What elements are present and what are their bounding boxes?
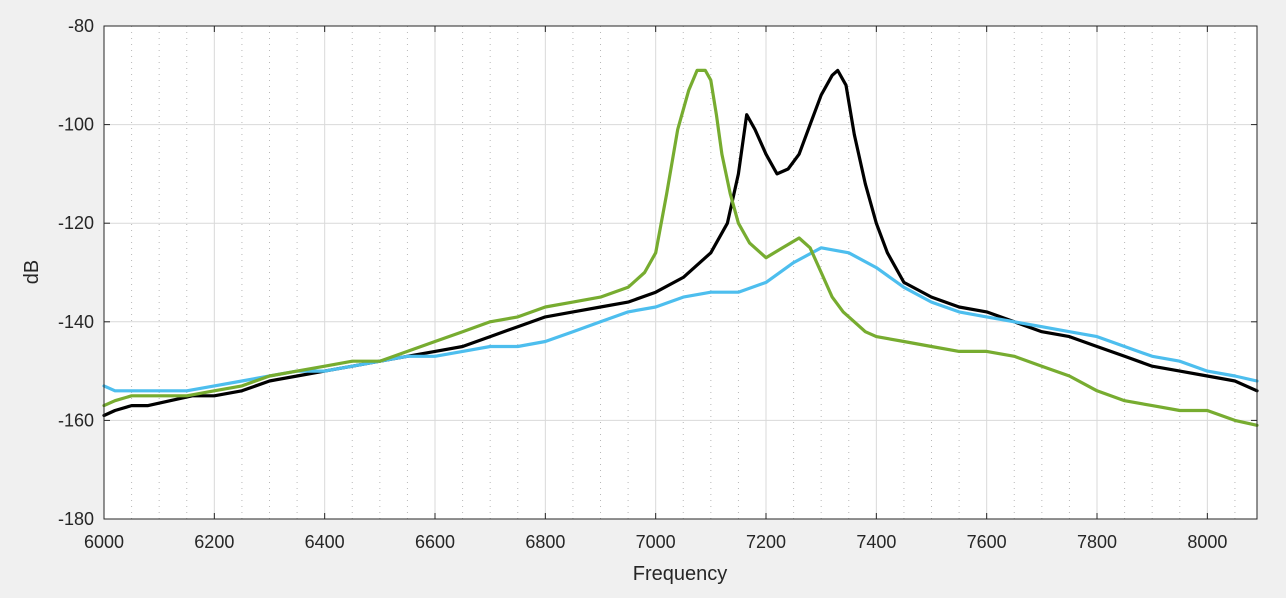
- x-tick-label: 8000: [1187, 532, 1227, 552]
- y-tick-labels: -180 -160 -140 -120 -100 -80: [58, 16, 94, 529]
- series-line-3: [102, 68, 1259, 427]
- y-axis-label: dB: [21, 260, 43, 284]
- x-tick-label: 7600: [967, 532, 1007, 552]
- x-tick-label: 7400: [856, 532, 896, 552]
- x-tick-labels: 6000 6200 6400 6600 6800 7000 7200 7400 7600 7800…: [84, 532, 1227, 552]
- x-tick-label: 6200: [194, 532, 234, 552]
- series-group: [102, 68, 1259, 427]
- x-tick-label: 7200: [746, 532, 786, 552]
- x-tick-label: 7800: [1077, 532, 1117, 552]
- x-axis-label: Frequency: [633, 563, 728, 585]
- y-tick-label: -140: [58, 312, 94, 332]
- y-tick-label: -80: [68, 16, 94, 36]
- y-tick-label: -180: [58, 509, 94, 529]
- x-tick-label: 6600: [415, 532, 455, 552]
- x-tick-label: 6800: [525, 532, 565, 552]
- plot-area: [104, 26, 1257, 519]
- y-tick-label: -120: [58, 213, 94, 233]
- plot-frame: [103, 25, 1258, 520]
- x-tick-label: 6400: [305, 532, 345, 552]
- y-tick-label: -160: [58, 410, 94, 430]
- x-tick-label: 6000: [84, 532, 124, 552]
- x-tick-label: 7000: [636, 532, 676, 552]
- y-tick-label: -100: [58, 115, 94, 135]
- axis-ticks: [103, 25, 1257, 520]
